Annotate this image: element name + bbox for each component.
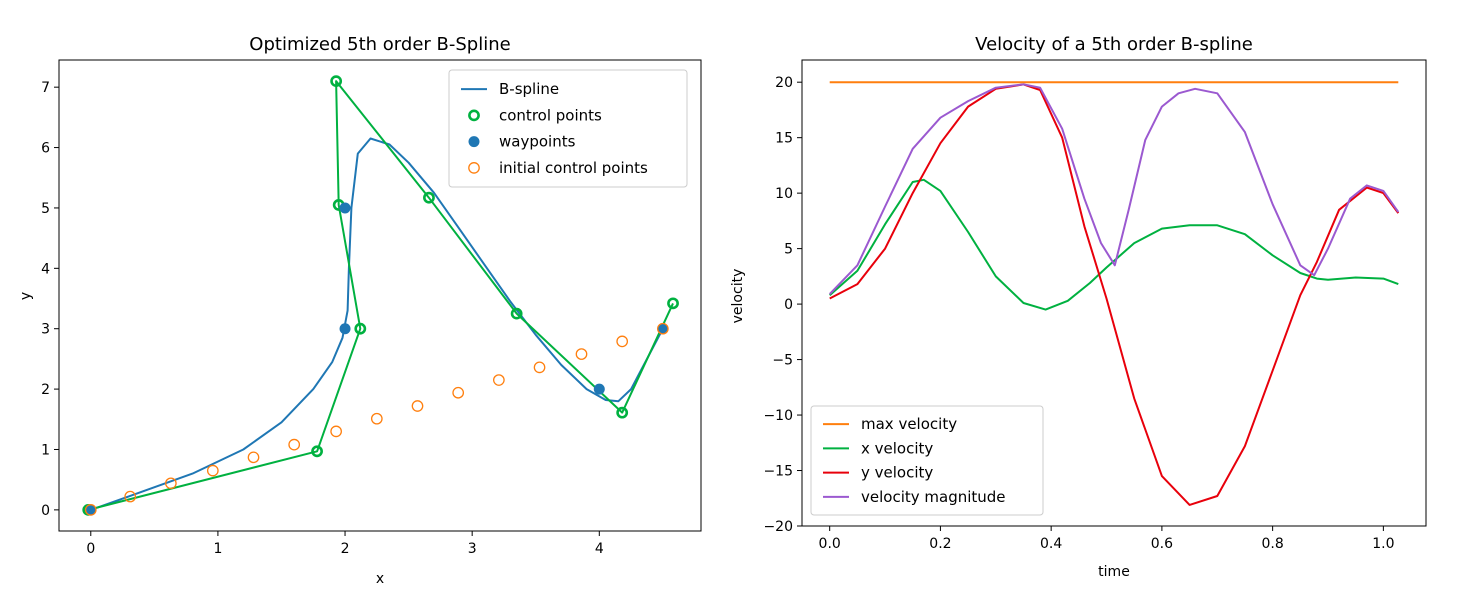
left-series-control-points-line	[87, 80, 674, 511]
left-chart-axes	[58, 59, 702, 532]
left-series-initial-control-points-point	[247, 451, 260, 464]
left-x-tick-label: 3	[468, 541, 477, 557]
left-y-tick-label: 5	[41, 201, 50, 217]
right-y-tick-label: 10	[775, 186, 793, 202]
left-chart-ylabel: y	[18, 292, 34, 300]
left-y-tick-label: 6	[41, 141, 50, 157]
right-x-tick-label: 0.0	[819, 536, 841, 552]
left-chart-legend: B-spline control points waypoints initial c…	[448, 69, 688, 188]
right-chart-plot-area	[828, 81, 1400, 506]
left-legend-handle	[468, 162, 480, 174]
left-y-tick-label: 1	[41, 442, 50, 458]
right-chart-axes	[801, 59, 1427, 527]
left-series-initial-control-points-point	[493, 374, 505, 386]
left-series-control-points-marker	[616, 406, 629, 419]
right-legend-label: max velocity	[861, 415, 957, 433]
right-y-tick-label: 0	[784, 297, 793, 313]
left-series-B-spline-line	[90, 137, 664, 511]
left-series-control-points-marker	[354, 322, 367, 335]
left-chart-xlabel: x	[376, 571, 384, 587]
right-y-tick-label: 15	[775, 131, 793, 147]
left-series-initial-control-points-point	[533, 361, 546, 374]
left-x-tick-label: 4	[595, 541, 604, 557]
left-y-tick-label: 0	[41, 503, 50, 519]
left-series-waypoints-point	[657, 323, 669, 335]
right-y-tick-label: −15	[763, 464, 793, 480]
left-series-initial-control-points-point	[165, 477, 177, 490]
left-series-control-points-marker	[330, 75, 343, 88]
left-series-control-points-marker	[311, 445, 323, 458]
right-x-tick-label: 0.8	[1261, 536, 1283, 552]
right-series-y-velocity-line	[829, 83, 1400, 506]
right-chart-legend: max velocity x velocity y velocity velocity…	[810, 405, 1044, 516]
right-y-tick-label: −10	[763, 408, 793, 424]
right-x-tick-label: 0.6	[1151, 536, 1173, 552]
right-legend-label: x velocity	[861, 439, 933, 457]
right-y-tick-label: 5	[784, 242, 793, 258]
left-series-initial-control-points-point	[206, 464, 219, 477]
left-series-waypoints-point	[593, 383, 605, 395]
right-chart-ylabel: velocity	[730, 269, 746, 324]
left-series-waypoints-point	[339, 202, 351, 214]
right-x-tick-label: 0.2	[929, 536, 951, 552]
right-legend-label: velocity magnitude	[861, 488, 1006, 506]
left-series-initial-control-points-point	[616, 335, 629, 348]
left-x-tick-label: 0	[86, 541, 95, 557]
right-chart: Velocity of a 5th order B-spline time ve…	[730, 34, 1427, 580]
left-series-initial-control-points-point	[452, 386, 465, 399]
left-series-control-points-marker	[423, 191, 435, 204]
left-x-tick-label: 2	[341, 541, 350, 557]
right-x-tick-label: 0.4	[1040, 536, 1062, 552]
right-series-x-velocity-line	[829, 178, 1399, 311]
right-y-tick-label: −5	[772, 353, 793, 369]
left-series-initial-control-points-point	[575, 348, 588, 360]
left-y-tick-label: 7	[41, 80, 50, 96]
left-series-initial-control-points-point	[370, 412, 383, 425]
left-legend-label: B-spline	[499, 80, 559, 98]
left-chart-title: Optimized 5th order B-Spline	[249, 34, 510, 55]
left-series-initial-control-points-point	[288, 438, 301, 451]
left-series-initial-control-points-point	[657, 322, 669, 335]
left-series-control-points-marker	[510, 307, 523, 320]
left-series-control-points-marker	[667, 297, 679, 310]
left-legend-handle	[468, 136, 480, 148]
left-y-tick-label: 2	[41, 382, 50, 398]
right-chart-title: Velocity of a 5th order B-spline	[975, 34, 1253, 55]
left-series-initial-control-points-point	[411, 400, 424, 412]
left-series-initial-control-points-point	[330, 425, 342, 438]
left-legend-label: initial control points	[499, 159, 648, 177]
left-series-initial-control-points-point	[84, 504, 97, 516]
right-y-tick-label: −20	[763, 519, 793, 535]
left-y-tick-label: 4	[41, 261, 50, 277]
right-y-tick-label: 20	[775, 75, 793, 91]
left-chart-plot-area	[82, 75, 679, 516]
right-series-velocity-magnitude-line	[828, 83, 1400, 295]
left-y-tick-label: 3	[41, 322, 50, 338]
right-legend-label: y velocity	[861, 464, 933, 482]
left-x-tick-label: 1	[213, 541, 222, 557]
left-legend-label: control points	[499, 106, 602, 124]
left-series-waypoints-point	[85, 504, 97, 516]
right-x-tick-label: 1.0	[1372, 536, 1394, 552]
left-legend-handle	[468, 109, 480, 122]
left-series-waypoints-point	[339, 323, 351, 335]
right-chart-xlabel: time	[1098, 564, 1130, 580]
left-chart: Optimized 5th order B-Spline x y 0 1 2 3 4 0 1…	[18, 34, 702, 587]
left-series-initial-control-points-point	[124, 490, 137, 503]
left-legend-label: waypoints	[499, 133, 576, 151]
